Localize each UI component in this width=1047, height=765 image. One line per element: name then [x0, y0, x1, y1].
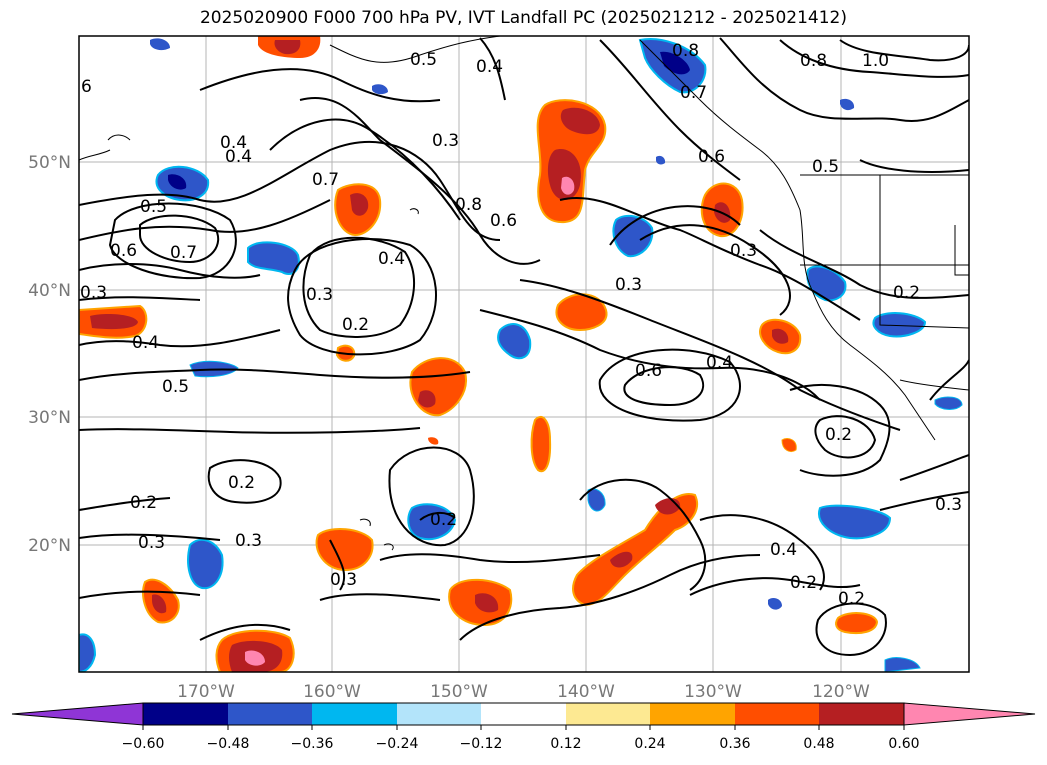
svg-text:0.4: 0.4: [706, 353, 733, 373]
svg-text:0.2: 0.2: [228, 473, 255, 493]
colorbar-segment: [228, 703, 312, 725]
svg-text:0.3: 0.3: [330, 570, 357, 590]
svg-text:0.6: 0.6: [110, 241, 137, 261]
svg-text:0.2: 0.2: [825, 425, 852, 445]
colorbar-tick: −0.36: [291, 736, 334, 752]
lon-tick: 140°W: [557, 682, 615, 702]
svg-text:0.5: 0.5: [162, 377, 189, 397]
svg-text:0.6: 0.6: [698, 147, 725, 167]
colorbar-segment: [819, 703, 904, 725]
lat-tick: 20°N: [28, 536, 71, 556]
svg-text:0.3: 0.3: [615, 275, 642, 295]
lat-tick: 30°N: [28, 408, 71, 428]
colorbar-tick: 0.12: [550, 736, 581, 752]
svg-text:0.4: 0.4: [378, 249, 405, 269]
svg-text:0.4: 0.4: [225, 147, 252, 167]
map-frame: [78, 35, 970, 673]
svg-text:0.3: 0.3: [306, 285, 333, 305]
colorbar-segment: [735, 703, 819, 725]
plot-title: 2025020900 F000 700 hPa PV, IVT Landfall…: [199, 8, 847, 28]
svg-text:0.4: 0.4: [132, 333, 159, 353]
colorbar-min-arrow: [11, 702, 144, 726]
svg-text:0.6: 0.6: [490, 211, 517, 231]
colorbar-segment: [566, 703, 650, 725]
svg-text:0.2: 0.2: [838, 589, 865, 609]
lat-axis: 50°N 40°N 30°N 20°N: [28, 153, 71, 556]
colorbar-tick: −0.60: [122, 736, 165, 752]
map-area: 6 0.4 0.5 0.3 0.4 0.8 0.8 1.0 0.7 0.6 0.…: [79, 36, 969, 672]
svg-text:0.3: 0.3: [935, 495, 962, 515]
svg-text:0.2: 0.2: [790, 573, 817, 593]
colorbar-tick: 0.36: [719, 736, 750, 752]
colorbar-tick: 0.48: [803, 736, 834, 752]
lon-tick: 160°W: [303, 682, 361, 702]
svg-text:0.2: 0.2: [130, 493, 157, 513]
colorbar-segment: [650, 703, 735, 725]
svg-text:0.3: 0.3: [432, 131, 459, 151]
svg-text:0.2: 0.2: [430, 510, 457, 530]
svg-text:0.7: 0.7: [170, 243, 197, 263]
svg-text:0.8: 0.8: [672, 41, 699, 61]
colorbar-tick: 0.60: [888, 736, 919, 752]
svg-text:0.7: 0.7: [312, 170, 339, 190]
svg-text:0.5: 0.5: [140, 197, 167, 217]
svg-text:6: 6: [81, 77, 92, 97]
svg-text:0.7: 0.7: [680, 83, 707, 103]
svg-text:0.3: 0.3: [138, 533, 165, 553]
svg-text:0.5: 0.5: [812, 157, 839, 177]
colorbar-segment: [312, 703, 397, 725]
svg-text:0.3: 0.3: [235, 531, 262, 551]
lon-tick: 150°W: [430, 682, 488, 702]
lon-tick: 170°W: [177, 682, 235, 702]
svg-text:0.6: 0.6: [635, 361, 662, 381]
colorbar-segment: [481, 703, 566, 725]
colorbar-tick: 0.24: [634, 736, 665, 752]
lon-axis: 170°W 160°W 150°W 140°W 130°W 120°W: [177, 682, 870, 702]
svg-text:0.8: 0.8: [455, 195, 482, 215]
svg-text:0.3: 0.3: [80, 283, 107, 303]
colorbar-tick: −0.48: [207, 736, 250, 752]
svg-text:0.4: 0.4: [220, 133, 247, 153]
svg-text:0.2: 0.2: [893, 283, 920, 303]
colorbar-segment: [397, 703, 481, 725]
colorbar-tick: −0.12: [460, 736, 503, 752]
lon-tick: 130°W: [684, 682, 742, 702]
lon-tick: 120°W: [812, 682, 870, 702]
pv-contours: [79, 37, 969, 657]
colorbar: −0.60 −0.48 −0.36 −0.24 −0.12 0.12 0.24 …: [11, 702, 1036, 752]
svg-text:0.5: 0.5: [410, 50, 437, 70]
coastlines: [79, 36, 969, 551]
svg-text:0.2: 0.2: [342, 315, 369, 335]
negative-anomalies: [79, 38, 963, 672]
contour-labels: 6 0.4 0.5 0.3 0.4 0.8 0.8 1.0 0.7 0.6 0.…: [80, 41, 962, 609]
positive-anomalies: [79, 36, 879, 672]
lat-tick: 40°N: [28, 281, 71, 301]
svg-text:0.8: 0.8: [800, 51, 827, 71]
lat-tick: 50°N: [28, 153, 71, 173]
colorbar-tick: −0.24: [376, 736, 419, 752]
colorbar-segment: [143, 703, 228, 725]
svg-text:0.4: 0.4: [770, 540, 797, 560]
svg-text:0.4: 0.4: [476, 57, 503, 77]
svg-text:1.0: 1.0: [862, 51, 889, 71]
colorbar-max-arrow: [903, 702, 1036, 726]
svg-text:0.3: 0.3: [730, 241, 757, 261]
